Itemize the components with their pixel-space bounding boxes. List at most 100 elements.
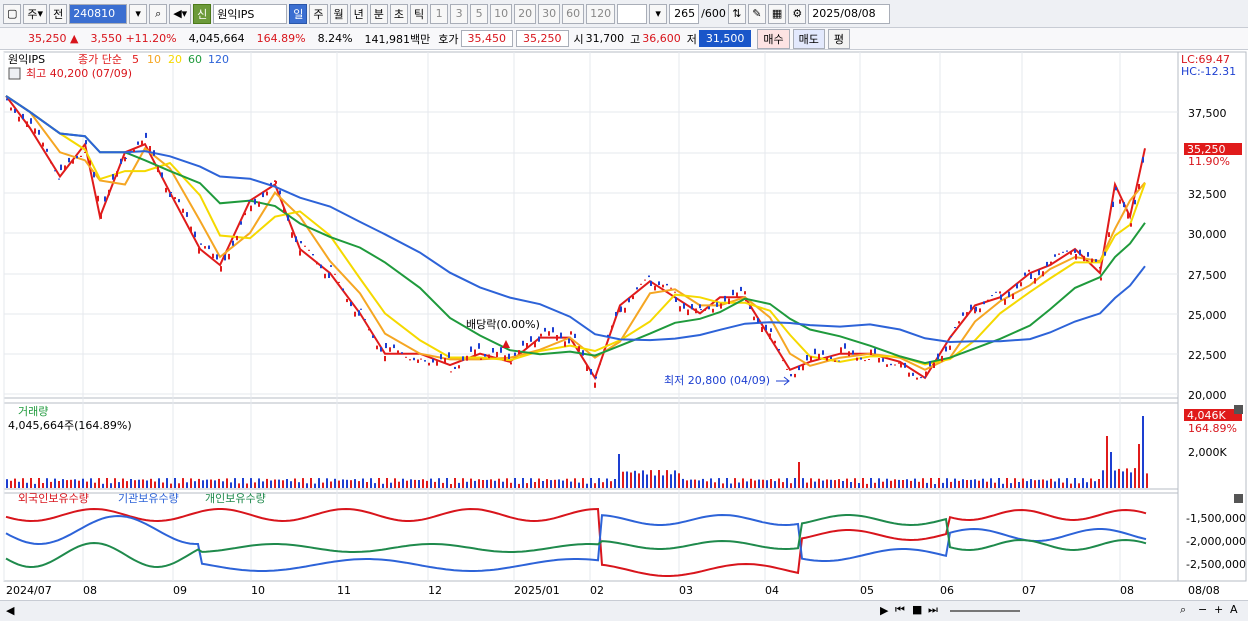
num-120[interactable]: 120 xyxy=(586,3,616,24)
speaker-icon[interactable]: ◀▾ xyxy=(169,3,192,24)
candle xyxy=(534,341,536,348)
candle xyxy=(1075,254,1077,260)
date-input[interactable]: 2025/08/08 xyxy=(808,3,891,24)
zoom-icon[interactable]: ⌕ xyxy=(1180,603,1187,616)
candle xyxy=(757,318,759,323)
last-icon[interactable]: ⏭ xyxy=(928,603,938,616)
sell-button[interactable]: 매도 xyxy=(792,28,825,49)
custom-period-dropdown-icon[interactable]: ▾ xyxy=(649,3,668,24)
period-month[interactable]: 월 xyxy=(329,3,348,24)
candle xyxy=(691,304,693,310)
window-icon[interactable]: ▢ xyxy=(3,3,22,24)
grid-icon[interactable]: ▦ xyxy=(767,3,787,24)
zoom-slider[interactable] xyxy=(950,610,1020,612)
volume-bar xyxy=(1146,473,1148,488)
num-10[interactable]: 10 xyxy=(490,3,513,24)
eval-button[interactable]: 평 xyxy=(827,28,851,49)
draw-tool-icon[interactable]: ✎ xyxy=(747,3,766,24)
volume-bar xyxy=(1134,468,1136,488)
volume-bar xyxy=(450,484,452,488)
candle xyxy=(304,245,306,247)
mode-select[interactable]: 주 ▾ xyxy=(23,3,48,24)
volume-bar xyxy=(618,454,620,488)
candle xyxy=(178,199,180,203)
gear-icon[interactable]: ⚙ xyxy=(788,3,807,24)
period-day[interactable]: 일 xyxy=(289,3,308,24)
num-3[interactable]: 3 xyxy=(450,3,469,24)
volume-bar xyxy=(1138,444,1140,488)
candle xyxy=(320,264,322,269)
volume-bar xyxy=(1002,483,1004,488)
search-icon[interactable]: ⌕ xyxy=(149,3,168,24)
code-input[interactable]: 240810 xyxy=(69,3,128,24)
buy-button[interactable]: 매수 xyxy=(757,28,790,49)
zoom-in-icon[interactable]: + xyxy=(1214,603,1224,616)
candle xyxy=(632,295,634,300)
holding-y-tick-1: -1,500,000 xyxy=(1186,512,1246,525)
legend-ma-20: 20 xyxy=(168,53,182,66)
period-year[interactable]: 년 xyxy=(349,3,368,24)
x-label-2025-01: 2025/01 xyxy=(514,584,560,597)
candle xyxy=(80,155,82,157)
first-icon[interactable]: ⏮ xyxy=(895,603,905,616)
legend-ma-5: 5 xyxy=(132,53,139,66)
prev-button[interactable]: 전 xyxy=(49,3,68,24)
count-input[interactable]: 265 xyxy=(669,3,700,24)
volume-bar xyxy=(650,470,652,488)
candle xyxy=(405,356,407,358)
candle xyxy=(650,280,652,286)
period-minute[interactable]: 분 xyxy=(369,3,388,24)
volume-bar xyxy=(586,483,588,488)
dropdown-icon[interactable]: ▾ xyxy=(129,3,148,24)
holding-close-icon[interactable] xyxy=(1234,494,1243,503)
candle xyxy=(358,310,360,316)
num-5[interactable]: 5 xyxy=(470,3,489,24)
period-second[interactable]: 초 xyxy=(389,3,409,24)
scroll-right-icon[interactable]: ▶ xyxy=(880,604,889,617)
candle xyxy=(679,306,681,312)
candle xyxy=(954,327,956,329)
candle xyxy=(949,345,951,350)
high-note: 최고 40,200 (07/09) xyxy=(26,67,132,80)
volume-bar xyxy=(186,482,188,488)
candle xyxy=(149,146,151,152)
candle xyxy=(270,182,272,186)
candle xyxy=(556,335,558,341)
horizontal-scrollbar[interactable]: ◀ ▶ ⏮ ■ ⏭ ⌕ − + A xyxy=(0,600,1248,621)
candle xyxy=(169,193,171,197)
candle xyxy=(354,311,356,317)
candle xyxy=(648,275,650,278)
period-week[interactable]: 주 xyxy=(309,3,328,24)
y-tick-27500: 27,500 xyxy=(1188,269,1227,282)
candle xyxy=(687,309,689,316)
num-1[interactable]: 1 xyxy=(430,3,449,24)
num-20[interactable]: 20 xyxy=(514,3,537,24)
volume-bar xyxy=(690,479,692,488)
candle xyxy=(890,363,892,366)
volume-bar xyxy=(422,479,424,488)
period-tick[interactable]: 틱 xyxy=(410,3,429,24)
candle xyxy=(1087,252,1089,257)
x-label-12: 12 xyxy=(428,584,442,597)
candle xyxy=(484,354,486,357)
candle xyxy=(611,325,613,329)
candle xyxy=(34,128,36,134)
custom-period-input[interactable] xyxy=(617,3,648,24)
scroll-left-icon[interactable]: ◀ xyxy=(6,604,15,617)
num-30[interactable]: 30 xyxy=(538,3,561,24)
candle xyxy=(786,368,788,370)
volume-bar xyxy=(834,480,836,488)
num-60[interactable]: 60 xyxy=(562,3,585,24)
zoom-out-icon[interactable]: − xyxy=(1198,603,1208,616)
volume-close-icon[interactable] xyxy=(1234,405,1243,414)
volume-bar xyxy=(430,478,432,488)
last-pct-tag: 11.90% xyxy=(1188,155,1230,168)
volume-bar xyxy=(1082,478,1084,488)
stop-icon[interactable]: ■ xyxy=(912,603,923,616)
candle xyxy=(208,245,210,250)
candle xyxy=(220,266,222,272)
calendar-icon[interactable] xyxy=(8,67,21,80)
font-icon[interactable]: A xyxy=(1230,603,1238,616)
chart-tool-icon[interactable]: ⇅ xyxy=(727,3,746,24)
up-arrow-icon: ▲ xyxy=(70,32,79,45)
